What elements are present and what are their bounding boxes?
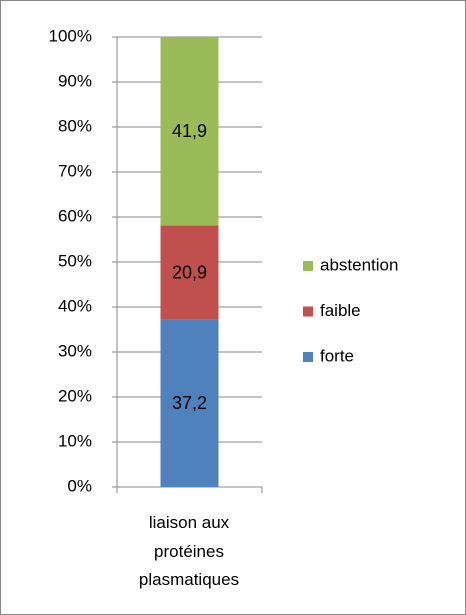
y-tick-label: 100% xyxy=(49,26,92,45)
y-tick-label: 40% xyxy=(58,296,92,315)
data-label: 41,9 xyxy=(172,121,207,141)
y-tick-label: 10% xyxy=(58,431,92,450)
bar-segment xyxy=(160,37,219,226)
y-tick-label: 20% xyxy=(58,386,92,405)
legend-swatch xyxy=(303,352,313,362)
bar-segment xyxy=(160,319,219,487)
legend-label: forte xyxy=(320,346,354,365)
legend-label: abstention xyxy=(320,255,398,274)
y-tick-label: 60% xyxy=(58,206,92,225)
data-label: 37,2 xyxy=(172,393,207,413)
y-tick-label: 80% xyxy=(58,116,92,135)
legend-label: faible xyxy=(320,301,361,320)
legend-swatch xyxy=(303,261,313,271)
x-tick-label: liaison aux protéines plasmatiques xyxy=(138,513,240,589)
y-tick-label: 50% xyxy=(58,251,92,270)
y-tick-label: 0% xyxy=(67,476,92,495)
data-label: 20,9 xyxy=(172,262,207,282)
legend-swatch xyxy=(303,306,313,317)
y-tick-label: 30% xyxy=(58,341,92,360)
y-tick-label: 70% xyxy=(58,161,92,180)
bar-segment xyxy=(160,225,219,320)
y-tick-label: 90% xyxy=(58,71,92,90)
